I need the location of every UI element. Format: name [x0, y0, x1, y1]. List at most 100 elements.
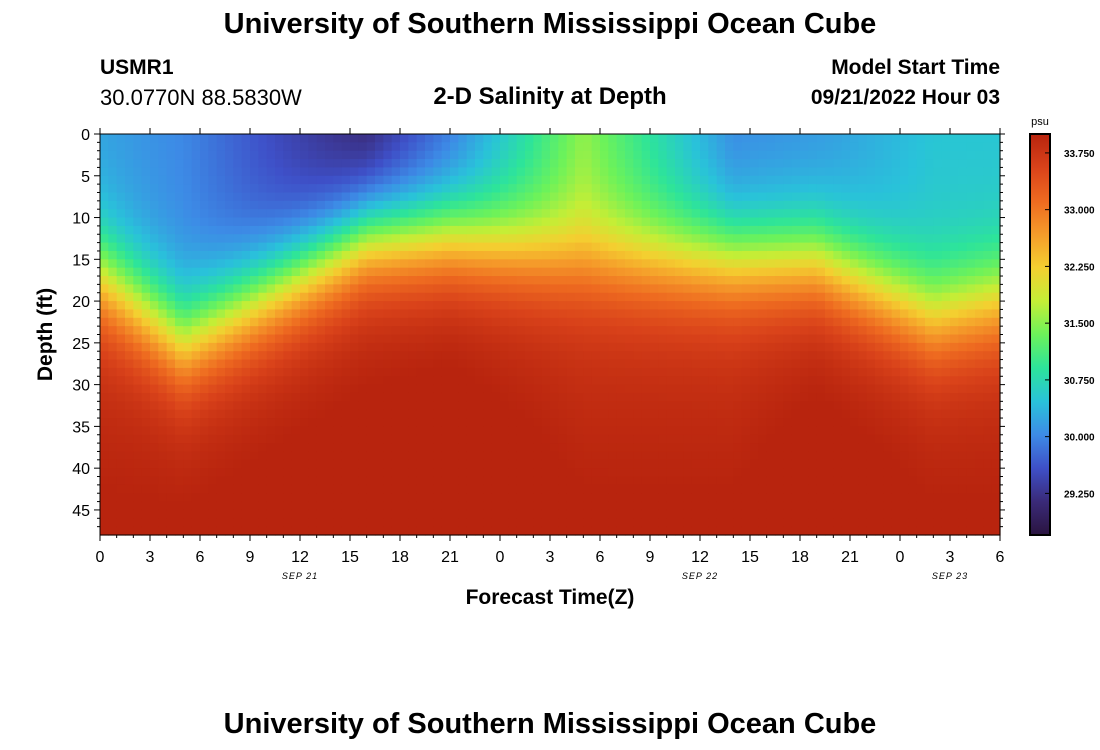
heatmap-cell	[525, 276, 534, 285]
heatmap-cell	[516, 150, 526, 160]
heatmap-cell	[791, 209, 801, 219]
heatmap-cell	[425, 376, 434, 386]
heatmap-cell	[166, 292, 176, 302]
heatmap-cell	[741, 401, 751, 411]
heatmap-cell	[700, 459, 709, 469]
heatmap-cell	[350, 200, 359, 210]
heatmap-cell	[491, 392, 501, 402]
heatmap-cell	[625, 526, 634, 536]
heatmap-cell	[108, 509, 118, 519]
heatmap-cell	[341, 209, 351, 219]
heatmap-cell	[191, 351, 201, 361]
heatmap-cell	[125, 484, 134, 494]
heatmap-cell	[683, 334, 693, 344]
heatmap-cell	[508, 284, 518, 294]
heatmap-cell	[341, 434, 351, 444]
heatmap-cell	[558, 200, 568, 210]
heatmap-cell	[450, 267, 459, 277]
heatmap-cell	[183, 234, 193, 244]
heatmap-cell	[933, 459, 943, 469]
heatmap-cell	[900, 200, 909, 210]
heatmap-cell	[758, 351, 768, 361]
heatmap-cell	[266, 418, 276, 427]
heatmap-cell	[491, 367, 501, 377]
heatmap-cell	[608, 434, 618, 444]
heatmap-cell	[116, 493, 126, 503]
heatmap-cell	[225, 309, 234, 319]
heatmap-cell	[566, 426, 576, 436]
heatmap-cell	[733, 200, 743, 210]
heatmap-cell	[391, 326, 401, 336]
heatmap-cell	[466, 409, 476, 419]
heatmap-cell	[583, 317, 593, 327]
heatmap-cell	[700, 217, 709, 227]
heatmap-cell	[158, 217, 168, 227]
heatmap-cell	[633, 267, 643, 277]
heatmap-cell	[691, 234, 701, 244]
heatmap-cell	[258, 309, 268, 319]
heatmap-cell	[575, 334, 584, 344]
heatmap-cell	[866, 484, 876, 494]
heatmap-cell	[416, 459, 426, 469]
heatmap-cell	[616, 242, 626, 252]
heatmap-cell	[758, 134, 768, 143]
heatmap-cell	[883, 476, 893, 486]
heatmap-cell	[850, 175, 859, 185]
heatmap-cell	[158, 418, 168, 427]
heatmap-cell	[691, 484, 701, 494]
heatmap-cell	[241, 476, 251, 486]
heatmap-cell	[108, 175, 118, 185]
heatmap-cell	[200, 142, 209, 152]
heatmap-cell	[791, 409, 801, 419]
heatmap-cell	[533, 434, 543, 444]
heatmap-cell	[383, 418, 393, 427]
heatmap-cell	[441, 501, 451, 511]
heatmap-cell	[491, 384, 501, 394]
heatmap-cell	[808, 434, 818, 444]
heatmap-cell	[725, 484, 734, 494]
heatmap-cell	[925, 200, 934, 210]
heatmap-cell	[733, 334, 743, 344]
heatmap-cell	[408, 501, 418, 511]
heatmap-cell	[908, 526, 918, 536]
heatmap-cell	[641, 493, 651, 503]
heatmap-cell	[391, 392, 401, 402]
heatmap-cell	[341, 484, 351, 494]
heatmap-cell	[916, 301, 926, 311]
heatmap-cell	[775, 259, 784, 269]
heatmap-cell	[741, 134, 751, 143]
heatmap-cell	[658, 192, 668, 202]
heatmap-cell	[491, 209, 501, 219]
heatmap-cell	[650, 434, 659, 444]
heatmap-cell	[558, 351, 568, 361]
heatmap-cell	[158, 192, 168, 202]
heatmap-cell	[716, 351, 726, 361]
heatmap-cell	[366, 292, 376, 302]
heatmap-cell	[525, 401, 534, 411]
heatmap-cell	[483, 367, 493, 377]
heatmap-cell	[883, 451, 893, 461]
heatmap-cell	[583, 476, 593, 486]
heatmap-cell	[716, 167, 726, 177]
heatmap-cell	[116, 376, 126, 386]
heatmap-cell	[566, 184, 576, 194]
heatmap-cell	[175, 501, 184, 511]
heatmap-cell	[575, 225, 584, 235]
heatmap-cell	[275, 493, 284, 503]
heatmap-cell	[483, 259, 493, 269]
heatmap-cell	[541, 451, 551, 461]
heatmap-cell	[908, 225, 918, 235]
heatmap-cell	[716, 184, 726, 194]
heatmap-cell	[700, 259, 709, 269]
heatmap-cell	[308, 250, 318, 260]
heatmap-cell	[250, 359, 259, 369]
heatmap-cell	[341, 284, 351, 294]
heatmap-cell	[933, 401, 943, 411]
heatmap-cell	[816, 409, 826, 419]
heatmap-cell	[916, 367, 926, 377]
heatmap-cell	[116, 509, 126, 519]
heatmap-cell	[766, 451, 776, 461]
heatmap-cell	[875, 376, 884, 386]
heatmap-cell	[450, 401, 459, 411]
heatmap-cell	[866, 267, 876, 277]
